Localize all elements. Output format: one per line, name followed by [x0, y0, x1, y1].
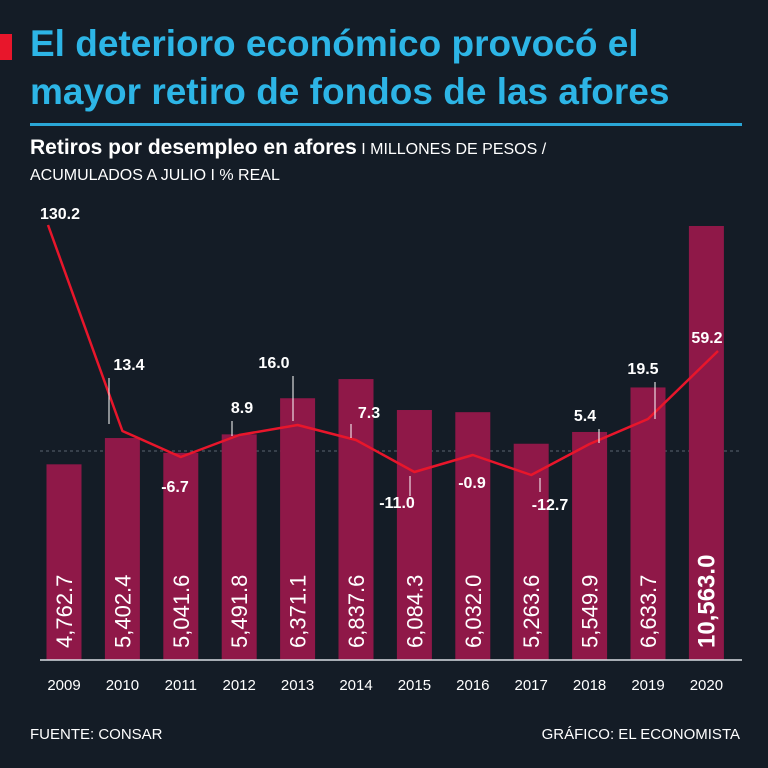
accent-bar: [0, 34, 12, 60]
credit-note: GRÁFICO: EL ECONOMISTA: [541, 726, 740, 743]
bar-2011: [163, 452, 199, 660]
page-title: El deterioro económico provocó el mayor …: [30, 23, 670, 112]
x-tick-label: 2020: [690, 677, 723, 694]
bar-2009: [46, 464, 82, 660]
bar-2020: [688, 226, 724, 660]
x-tick-label: 2009: [47, 677, 80, 694]
bar-2012: [221, 434, 257, 660]
subtitle-units-1: MILLONES DE PESOS /: [370, 141, 547, 158]
bar-2019: [630, 387, 666, 660]
source-note: FUENTE: CONSAR: [30, 726, 163, 743]
bar-value-label: 6,084.3: [402, 575, 427, 648]
bar-value-label: 5,263.6: [519, 575, 544, 648]
x-tick-label: 2012: [223, 677, 256, 694]
subtitle-units-2: ACUMULADOS A JULIO I % REAL: [30, 167, 280, 184]
bar-value-label: 6,371.1: [286, 575, 311, 648]
percent-label: -0.9: [458, 475, 486, 492]
percent-label: 59.2: [691, 330, 722, 347]
bar-2017: [513, 443, 549, 660]
x-tick-label: 2011: [165, 677, 197, 694]
bar-2014: [338, 379, 374, 660]
percent-label: 130.2: [40, 206, 80, 223]
bar-2013: [280, 398, 316, 660]
percent-label: -11.0: [379, 495, 415, 512]
percent-label: 13.4: [113, 357, 144, 374]
percent-label: 16.0: [258, 355, 289, 372]
chart-subtitle: Retiros por desempleo en afores I MILLON…: [30, 136, 750, 188]
bar-2015: [396, 410, 432, 660]
x-tick-label: 2018: [573, 677, 606, 694]
x-tick-label: 2010: [106, 677, 139, 694]
bar-value-label: 6,633.7: [636, 575, 661, 648]
x-tick-label: 2019: [631, 677, 664, 694]
bar-2018: [572, 431, 608, 660]
title-divider: [30, 123, 742, 126]
x-tick-label: 2014: [339, 677, 372, 694]
bar-value-label: 5,041.6: [169, 575, 194, 648]
x-tick-label: 2016: [456, 677, 489, 694]
bar-value-label: 10,563.0: [693, 555, 720, 648]
subtitle-main: Retiros por desempleo en afores: [30, 136, 357, 159]
bar-value-label: 6,032.0: [461, 575, 486, 648]
percent-label: -6.7: [161, 479, 189, 496]
bar-value-label: 4,762.7: [52, 575, 77, 648]
x-tick-label: 2015: [398, 677, 431, 694]
x-tick-label: 2017: [515, 677, 548, 694]
x-tick-label: 2013: [281, 677, 314, 694]
percent-label: 19.5: [627, 361, 658, 378]
percent-label: -12.7: [532, 497, 569, 514]
percent-label: 7.3: [358, 405, 380, 422]
percent-label: 8.9: [231, 400, 253, 417]
percent-line-series: [46, 224, 719, 477]
bar-value-label: 5,549.9: [578, 575, 603, 648]
bar-value-label: 5,491.8: [227, 575, 252, 648]
percent-label: 5.4: [574, 408, 596, 425]
bar-value-label: 6,837.6: [344, 575, 369, 648]
subtitle-separator: I: [356, 141, 371, 158]
bar-2016: [455, 412, 491, 660]
bar-2010: [104, 438, 140, 660]
bar-value-label: 5,402.4: [110, 575, 135, 648]
